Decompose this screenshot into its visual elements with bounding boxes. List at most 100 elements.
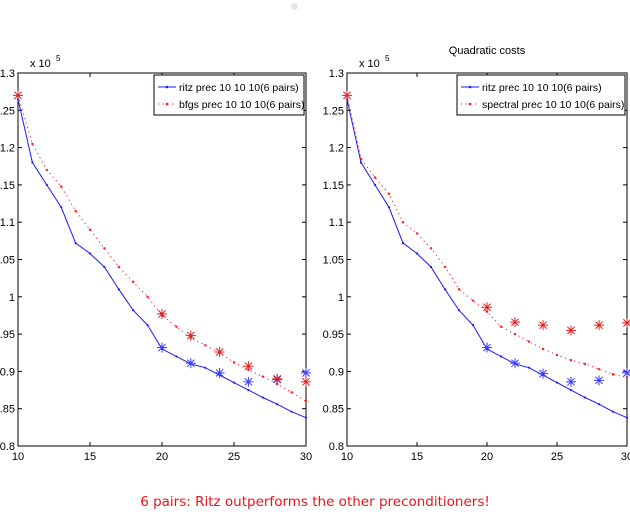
- asterisk-marker: [622, 367, 630, 378]
- asterisk-marker: [301, 376, 311, 387]
- asterisk-marker: [594, 320, 604, 331]
- y-tick-label: 0.95: [0, 329, 15, 341]
- series-line-ritz: [346, 99, 628, 419]
- y-tick-label: 1: [338, 292, 344, 304]
- series-point-dotted: [31, 142, 34, 146]
- series-point-ritz: [146, 324, 149, 327]
- asterisk-stroke: [158, 343, 166, 352]
- asterisk-marker: [482, 302, 492, 313]
- asterisk-marker: [13, 90, 23, 101]
- asterisk-stroke: [215, 368, 224, 377]
- series-point-ritz: [471, 324, 475, 327]
- series-point-ritz: [443, 288, 447, 291]
- series-point-ritz: [175, 355, 178, 358]
- legend: ritz prec 10 10 10(6 pairs) spectral prec…: [456, 74, 626, 116]
- series-point-ritz: [401, 241, 405, 245]
- series-point-dotted: [232, 361, 236, 364]
- series-point-ritz: [597, 403, 601, 406]
- asterisk-stroke: [567, 377, 575, 386]
- asterisk-stroke: [511, 318, 519, 327]
- y-tick-label: 1.3: [0, 68, 15, 80]
- asterisk-stroke: [273, 374, 282, 383]
- series-point-ritz: [60, 206, 63, 209]
- asterisk-marker: [566, 376, 576, 387]
- y-exponent-label: x 10: [359, 58, 380, 70]
- chart-panel-2: 0.8 0.85 0.9 0.95 1 1.05 1.1 1.15 1.2 1.25 1.3 10 15…: [323, 45, 630, 463]
- plot-frame: [346, 72, 628, 447]
- legend-entry-label: spectral prec 10 10 10(6 pairs): [482, 99, 624, 111]
- series-point-ritz: [103, 265, 106, 269]
- asterisk-marker: [185, 358, 196, 369]
- series-point-ritz: [555, 381, 559, 384]
- x-tick-label: 20: [481, 451, 493, 463]
- series-point-dotted: [45, 168, 48, 172]
- asterisk-stroke: [244, 362, 253, 371]
- asterisk-stroke: [302, 368, 310, 377]
- plot-frame: [17, 72, 307, 447]
- x-tick-label: 30: [621, 451, 630, 463]
- asterisk-marker: [622, 317, 630, 328]
- legend-swatch-point: [165, 102, 169, 106]
- x-tick-label: 20: [156, 451, 168, 463]
- asterisk-stroke: [567, 326, 575, 335]
- asterisk-stroke: [186, 359, 195, 368]
- series-point-ritz: [625, 416, 629, 419]
- series-point-dotted: [146, 295, 149, 298]
- series-point-dotted: [429, 247, 433, 250]
- legend-box: [456, 74, 626, 116]
- series-point-ritz: [276, 403, 279, 406]
- asterisk-marker: [594, 375, 604, 386]
- series-point-dotted: [261, 375, 264, 378]
- y-tick-label: 0.9: [0, 366, 15, 378]
- legend-entry-label: ritz prec 10 10 10(6 pairs): [482, 82, 602, 94]
- series-point-dotted: [499, 325, 503, 328]
- y-tick-label: 0.95: [323, 329, 344, 341]
- y-tick-label: 1.2: [0, 143, 15, 155]
- series-point-dotted: [359, 157, 363, 160]
- asterisk-marker: [510, 317, 520, 328]
- series-point-dotted: [513, 332, 517, 336]
- series-point-ritz: [31, 161, 34, 164]
- series-point-ritz: [232, 381, 236, 384]
- y-tick-label: 0.85: [0, 404, 15, 416]
- asterisk-stroke: [215, 348, 224, 356]
- asterisk-stroke: [511, 359, 519, 368]
- series-point-dotted: [541, 347, 545, 351]
- series-point-ritz: [74, 241, 77, 245]
- asterisk-marker: [157, 342, 167, 353]
- decorative-dot: [291, 3, 298, 10]
- x-tick-label: 30: [300, 451, 312, 463]
- y-tick-label: 0.85: [323, 404, 344, 416]
- series-point-dotted: [457, 288, 461, 291]
- series-point-ritz: [569, 388, 573, 392]
- asterisk-marker: [214, 367, 225, 378]
- y-tick-label: 0.9: [329, 366, 344, 378]
- series-point-dotted: [74, 209, 77, 213]
- series-point-dotted: [471, 299, 475, 302]
- series-point-dotted: [443, 265, 447, 269]
- y-tick-label: 0.8: [0, 441, 15, 453]
- asterisk-stroke: [14, 91, 22, 100]
- series-point-ritz: [415, 252, 419, 255]
- asterisk-marker: [243, 376, 254, 387]
- series-point-dotted: [373, 176, 377, 179]
- series-line-dotted: [346, 95, 628, 378]
- series-point-ritz: [261, 396, 264, 399]
- asterisk-stroke: [539, 369, 547, 378]
- legend-box: [153, 74, 305, 116]
- legend-swatch-point: [468, 85, 472, 89]
- y-tick-label: 0.8: [329, 441, 344, 453]
- series-point-ritz: [290, 410, 293, 413]
- asterisk-stroke: [244, 377, 253, 386]
- x-tick-label: 15: [411, 451, 423, 463]
- series-point-dotted: [132, 280, 135, 284]
- asterisk-marker: [482, 342, 492, 353]
- series-point-dotted: [290, 391, 293, 394]
- x-tick-label: 25: [551, 451, 563, 463]
- asterisk-marker: [510, 358, 520, 369]
- series-line-ritz: [17, 98, 307, 419]
- y-tick-label: 1.1: [0, 217, 15, 229]
- series-point-ritz: [117, 288, 120, 291]
- series-line-dotted: [17, 95, 307, 402]
